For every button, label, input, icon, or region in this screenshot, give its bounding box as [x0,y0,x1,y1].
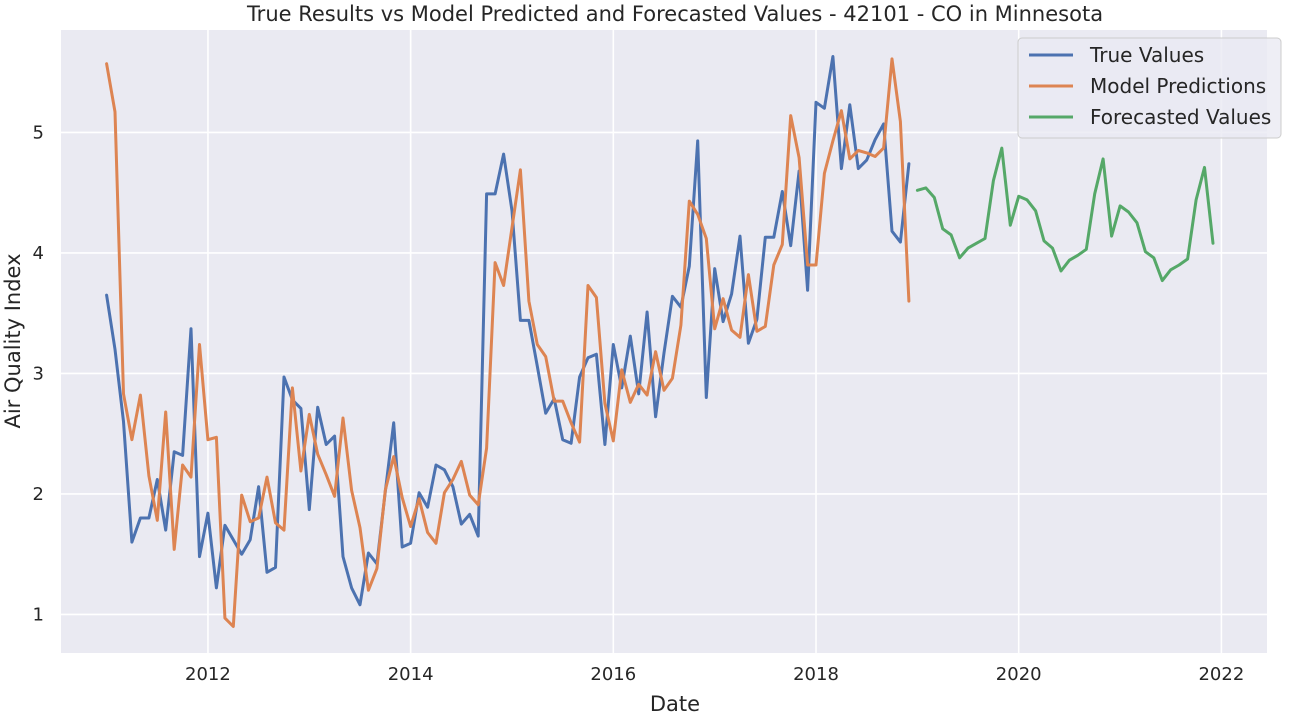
y-tick-label: 4 [33,243,44,264]
x-tick-label: 2022 [1198,664,1244,685]
y-tick-label: 3 [33,363,44,384]
x-tick-label: 2020 [996,664,1042,685]
chart-title: True Results vs Model Predicted and Fore… [246,2,1103,26]
y-tick-label: 2 [33,484,44,505]
x-tick-label: 2018 [793,664,839,685]
legend-label-forecasted-values: Forecasted Values [1090,105,1271,129]
legend-box [1017,37,1282,139]
legend-label-model-predictions: Model Predictions [1090,74,1266,98]
y-tick-label: 5 [33,122,44,143]
tick-labels: 2012 2014 2016 2018 2020 2022 1 2 3 4 5 [33,122,1245,685]
x-tick-label: 2012 [185,664,231,685]
legend-label-true-values: True Values [1089,43,1204,67]
series-lines [105,55,1215,628]
true-values-line [105,55,911,607]
legend: True Values Model Predictions Forecasted… [1017,37,1282,139]
model-predictions-line [105,57,911,628]
x-tick-label: 2016 [590,664,636,685]
forecasted-values-line [915,146,1215,283]
y-axis-label: Air Quality Index [1,253,25,428]
x-axis-label: Date [650,692,700,716]
x-tick-label: 2014 [388,664,434,685]
y-tick-label: 1 [33,604,44,625]
